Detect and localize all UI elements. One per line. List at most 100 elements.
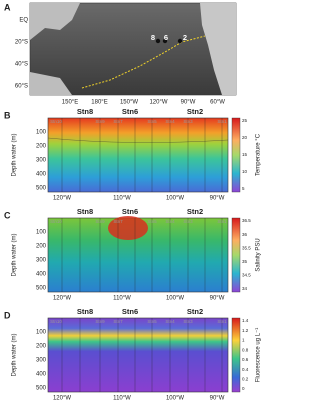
lon-label: 120°W (149, 100, 167, 106)
faint-station-label: Stn10 (50, 119, 62, 124)
y-tick-label: 200 (36, 344, 47, 350)
station-label: Stn6 (122, 107, 138, 116)
faint-station-label: Stn5 (147, 219, 157, 224)
faint-station-label: Stn4 (165, 319, 175, 324)
colorbar-tick-label: 36 (242, 232, 248, 237)
x-tick-label: 90°W (210, 196, 225, 202)
lat-label: 40°S (15, 62, 28, 68)
x-tick-label: 100°W (166, 296, 184, 302)
station-label: Stn6 (122, 307, 138, 316)
colorbar-tick-label: 15 (242, 152, 248, 157)
y-tick-label: 200 (36, 244, 47, 250)
panel-label: B (4, 110, 11, 120)
station-label: Stn2 (187, 307, 203, 316)
faint-station-label: Stn4 (165, 119, 175, 124)
colorbar-tick-label: 0.4 (242, 367, 249, 372)
land (30, 3, 80, 40)
x-tick-label: 90°W (210, 296, 225, 302)
faint-station-label: Stn10 (50, 319, 62, 324)
panel-label: D (4, 310, 11, 320)
y-tick-label: 500 (36, 185, 47, 191)
y-tick-label: 300 (36, 257, 47, 263)
panel-label: A (4, 2, 11, 12)
faint-station-label: Stn9 (95, 319, 105, 324)
section-field (47, 117, 229, 193)
faint-station-label: Stn1 (217, 219, 227, 224)
y-tick-label: 500 (36, 385, 47, 391)
map-panel (29, 2, 237, 96)
lat-label: 60°S (15, 84, 28, 90)
colorbar-tick-label: 0.6 (242, 357, 249, 362)
x-tick-label: 120°W (53, 296, 71, 302)
faint-station-label: Stn1 (217, 319, 227, 324)
land (200, 3, 236, 95)
station-label: Stn8 (77, 107, 93, 116)
y-axis-label: Depth water (m) (12, 233, 18, 276)
x-tick-label: 100°W (166, 396, 184, 400)
station-dot (155, 38, 161, 44)
lon-label: 150°W (120, 100, 138, 106)
station-label: 6 (164, 33, 168, 42)
y-axis-label: Depth water (m) (12, 333, 18, 376)
y-tick-label: 300 (36, 157, 47, 163)
station-label: Stn6 (122, 207, 138, 216)
y-tick-label: 400 (36, 271, 47, 277)
faint-station-label: Stn9 (95, 119, 105, 124)
land (30, 72, 72, 95)
faint-station-label: Stn7 (113, 219, 123, 224)
y-tick-label: 500 (36, 285, 47, 291)
y-tick-label: 100 (36, 130, 47, 136)
colorbar-label: Temperature °C (256, 133, 262, 176)
lon-label: 150°E (62, 100, 78, 106)
colorbar-tick-label: 5 (242, 186, 245, 191)
x-tick-label: 100°W (166, 196, 184, 202)
colorbar (231, 317, 241, 393)
x-tick-label: 120°W (53, 396, 71, 400)
x-tick-label: 120°W (53, 196, 71, 202)
station-label: 2 (183, 33, 187, 42)
x-tick-label: 90°W (210, 396, 225, 400)
lon-label: 180°E (91, 100, 107, 106)
colorbar-tick-label: 34.5 (242, 273, 251, 278)
colorbar-tick-label: 0 (242, 386, 245, 391)
colorbar-tick-label: 0.8 (242, 347, 249, 352)
faint-station-label: Stn5 (147, 319, 157, 324)
colorbar-tick-label: 1 (242, 338, 245, 343)
colorbar-tick-label: 20 (242, 135, 248, 140)
station-label: 8 (151, 33, 155, 42)
colorbar-tick-label: 34 (242, 286, 248, 291)
lat-label: 20°S (15, 40, 28, 46)
faint-station-label: Stn9 (95, 219, 105, 224)
colorbar-tick-label: 0.2 (242, 376, 249, 381)
figure: A EQ 20°S 40°S 60°S 150°E 180°E 150°W 120°W 90°W 6… (4, 2, 262, 401)
colorbar (231, 117, 241, 193)
lat-label: EQ (19, 18, 28, 24)
colorbar-tick-label: 35 (242, 259, 248, 264)
colorbar (231, 217, 241, 293)
faint-station-label: Stn7 (113, 119, 123, 124)
y-tick-label: 300 (36, 357, 47, 363)
faint-station-label: Stn5 (147, 119, 157, 124)
y-tick-label: 400 (36, 371, 47, 377)
y-tick-label: 400 (36, 171, 47, 177)
faint-station-label: Stn10 (50, 219, 62, 224)
y-axis-label: Depth water (m) (12, 133, 18, 176)
colorbar-tick-label: 1.2 (242, 328, 249, 333)
x-tick-label: 110°W (113, 296, 131, 302)
station-label: Stn8 (77, 207, 93, 216)
colorbar-label: Fluorescence ug L⁻¹ (256, 328, 262, 383)
station-label: Stn2 (187, 207, 203, 216)
panel-label: C (4, 210, 11, 220)
colorbar-tick-label: 10 (242, 169, 248, 174)
station-label: Stn2 (187, 107, 203, 116)
colorbar-tick-label: 1.4 (242, 318, 249, 323)
section-field (47, 317, 229, 393)
station-dot (177, 38, 183, 44)
faint-station-label: Stn4 (165, 219, 175, 224)
lon-label: 90°W (181, 100, 196, 106)
faint-station-label: Stn3 (183, 119, 193, 124)
colorbar-tick-label: 36.5 (242, 218, 251, 223)
station-label: Stn8 (77, 307, 93, 316)
y-tick-label: 200 (36, 144, 47, 150)
colorbar-tick-label: 25 (242, 118, 248, 123)
